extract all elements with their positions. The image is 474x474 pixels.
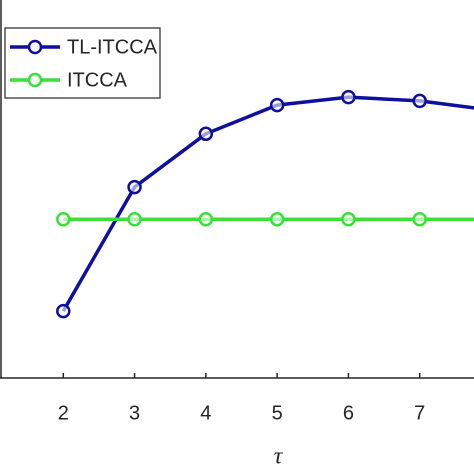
marker xyxy=(127,211,142,227)
x-tick-label: 7 xyxy=(414,402,425,424)
marker xyxy=(269,211,285,227)
marker xyxy=(341,211,356,227)
series-line xyxy=(61,95,474,312)
legend-label: TL-ITCCA xyxy=(67,36,158,58)
marker xyxy=(412,211,427,227)
x-tick-label: 2 xyxy=(58,402,69,424)
x-axis-label: τ xyxy=(274,444,284,470)
marker xyxy=(412,93,427,109)
marker xyxy=(56,211,71,227)
legend-marker xyxy=(27,72,43,88)
marker xyxy=(127,179,142,195)
legend-marker xyxy=(27,39,43,55)
marker xyxy=(269,97,285,113)
marker xyxy=(198,211,214,227)
x-tick-label: 3 xyxy=(129,402,140,424)
marker xyxy=(56,303,71,319)
marker xyxy=(198,126,214,142)
x-tick-label: 5 xyxy=(272,402,283,424)
legend-label: ITCCA xyxy=(67,69,128,91)
marker xyxy=(341,89,356,105)
x-tick-label: 6 xyxy=(343,402,354,424)
x-tick-label: 4 xyxy=(200,402,211,424)
legend-box xyxy=(4,27,161,99)
